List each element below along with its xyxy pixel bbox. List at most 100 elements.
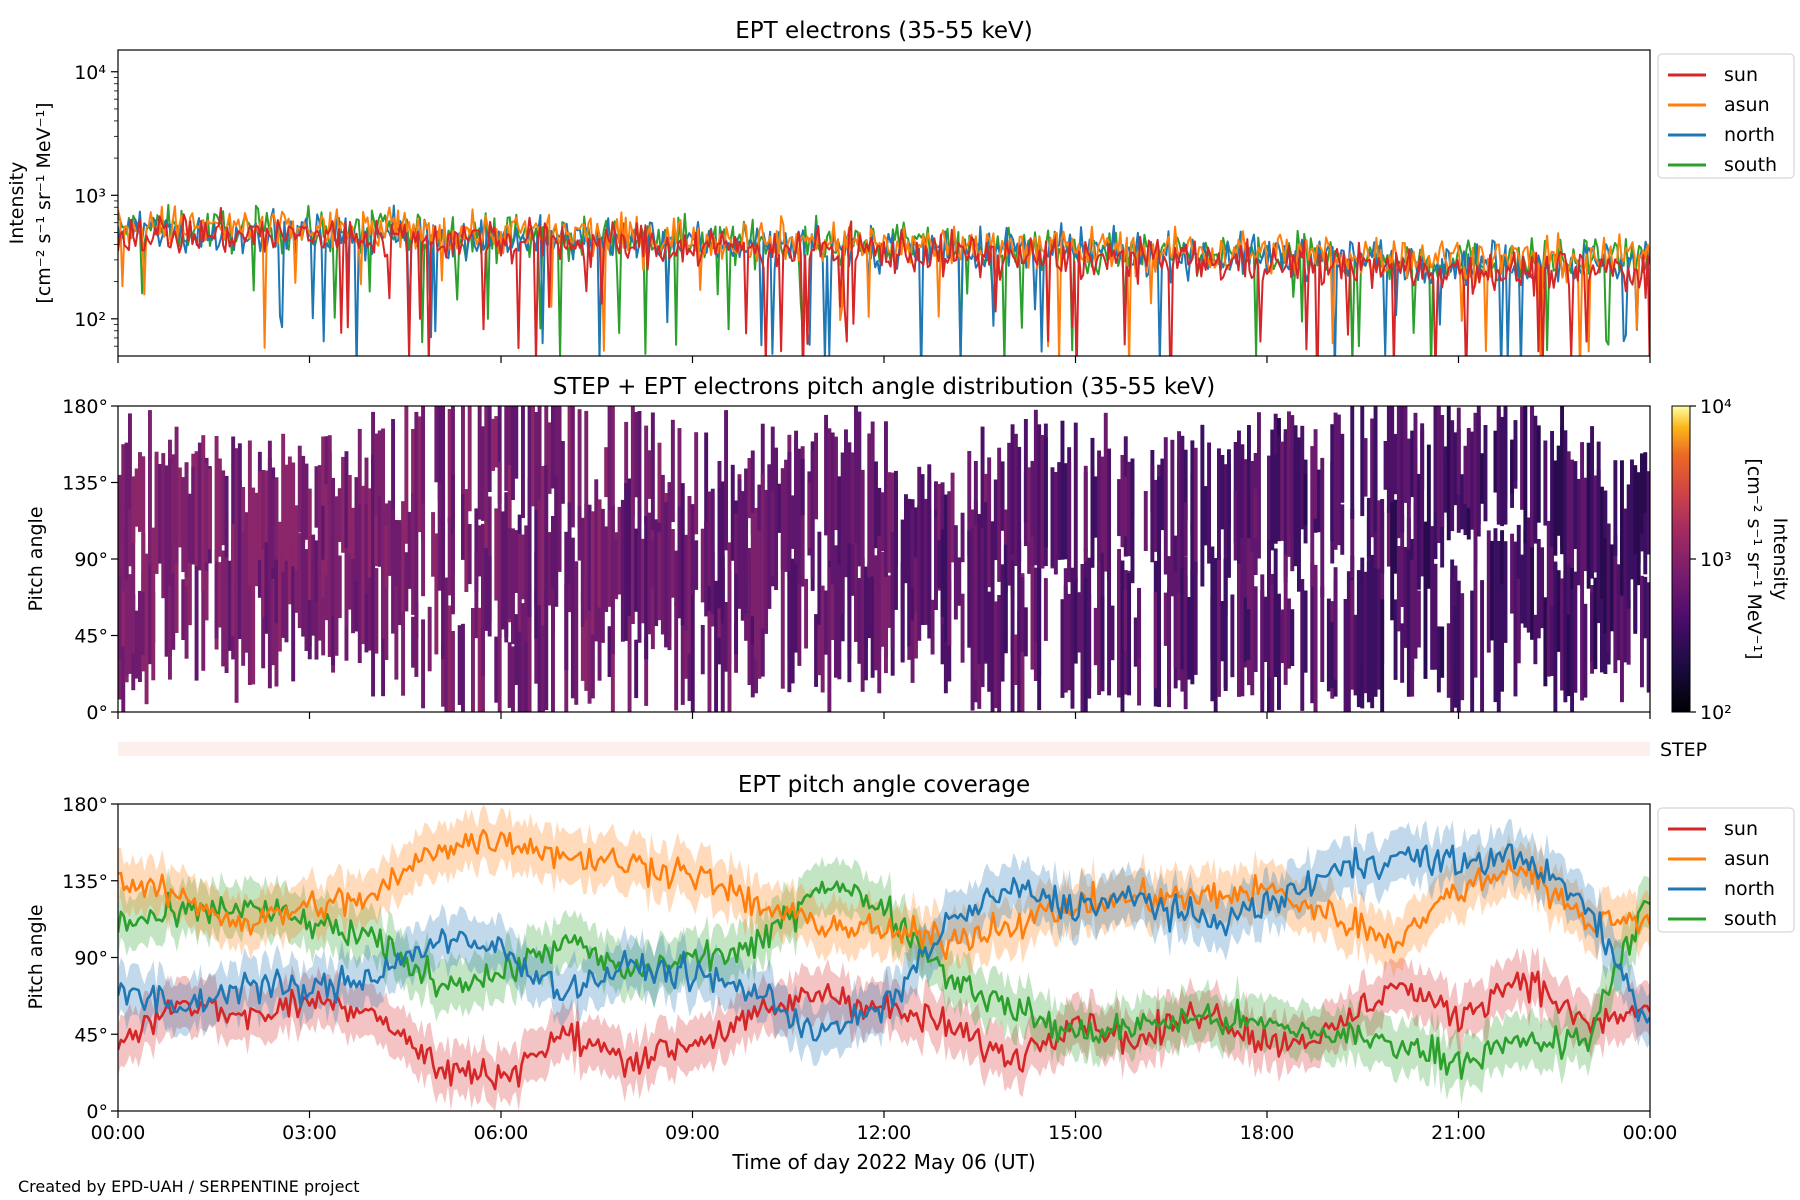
- heatmap-cell: [471, 608, 475, 712]
- heatmap-cell: [274, 578, 279, 687]
- heatmap-cell: [1430, 526, 1435, 670]
- asun-coverage-line: [118, 828, 1650, 961]
- heatmap-cell: [1526, 517, 1531, 633]
- heatmap-cell: [1613, 460, 1618, 556]
- heatmap-cell: [1646, 582, 1650, 693]
- heatmap-cell: [1460, 474, 1465, 530]
- heatmap-cell: [1313, 429, 1318, 519]
- heatmap-cell: [787, 538, 792, 693]
- heatmap-cell: [467, 524, 472, 585]
- heatmap-cell: [1097, 450, 1102, 562]
- heatmap-cell: [1333, 567, 1338, 680]
- heatmap-cell: [747, 548, 752, 685]
- heatmap-cell: [943, 494, 948, 642]
- heatmap-cell: [580, 517, 585, 603]
- heatmap-cell: [394, 554, 399, 680]
- heatmap-cell: [1097, 561, 1102, 695]
- heatmap-cell: [1317, 469, 1321, 533]
- heatmap-cell: [1183, 449, 1188, 521]
- legend-frame: [1657, 807, 1795, 933]
- panel2-heatmap: [118, 406, 1650, 712]
- panel1-title: EPT electrons (35-55 keV): [735, 18, 1032, 44]
- heatmap-cell: [1393, 499, 1398, 574]
- heatmap-cell: [1446, 406, 1451, 541]
- north-coverage-line: [118, 843, 1650, 1042]
- heatmap-cell: [321, 505, 326, 560]
- heatmap-cell: [797, 526, 802, 666]
- heatmap-cell: [1530, 406, 1535, 548]
- heatmap-cell: [1090, 437, 1095, 568]
- heatmap-cell: [704, 432, 709, 545]
- heatmap-cell: [1593, 475, 1598, 573]
- heatmap-cell: [1416, 473, 1421, 590]
- heatmap-cell: [1366, 561, 1371, 703]
- heatmap-cell: [1473, 542, 1478, 678]
- heatmap-cell: [344, 548, 349, 628]
- heatmap-cell: [427, 606, 432, 672]
- heatmap-cell: [491, 418, 495, 471]
- heatmap-cell: [1240, 444, 1245, 543]
- heatmap-cell: [541, 573, 545, 712]
- panel-pitch-distribution: STEP + EPT electrons pitch angle distrib…: [25, 374, 1791, 724]
- heatmap-cell: [174, 426, 179, 564]
- heatmap-cell: [1520, 406, 1525, 510]
- heatmap-cell: [957, 557, 962, 606]
- heatmap-cell: [770, 491, 775, 577]
- heatmap-cell: [221, 555, 226, 626]
- heatmap-cell: [1293, 449, 1298, 535]
- heatmap-cell: [887, 472, 892, 573]
- heatmap-cell: [1133, 617, 1138, 667]
- heatmap-cell: [304, 463, 309, 540]
- heatmap-cell: [224, 511, 229, 668]
- legend-label-south: south: [1724, 908, 1777, 930]
- heatmap-cell: [441, 498, 446, 660]
- heatmap-cell: [1453, 606, 1458, 708]
- heatmap-cell: [690, 572, 695, 712]
- asun-coverage-band: [118, 804, 1650, 985]
- y-tick-label: 180°: [62, 396, 108, 418]
- heatmap-cell: [1580, 554, 1585, 701]
- heatmap-cell: [973, 526, 978, 680]
- heatmap-cell: [557, 406, 562, 523]
- heatmap-cell: [750, 512, 755, 617]
- heatmap-cell: [317, 557, 322, 641]
- heatmap-cell: [1330, 621, 1335, 689]
- heatmap-cell: [1163, 592, 1168, 646]
- heatmap-cell: [1040, 435, 1045, 569]
- heatmap-cell: [1586, 442, 1591, 589]
- heatmap-cell: [1187, 597, 1192, 680]
- heatmap-cell: [1223, 464, 1228, 616]
- heatmap-cell: [321, 545, 326, 656]
- heatmap-cell: [794, 430, 799, 564]
- heatmap-cell: [274, 477, 279, 560]
- heatmap-cell: [844, 521, 848, 578]
- heatmap-cell: [1250, 551, 1255, 696]
- heatmap-cell: [1393, 599, 1398, 680]
- heatmap-cell: [401, 501, 406, 612]
- heatmap-cell: [401, 566, 406, 696]
- heatmap-cell: [1566, 614, 1571, 697]
- heatmap-cell: [1257, 412, 1261, 559]
- heatmap-cell: [597, 499, 602, 608]
- heatmap-cell: [594, 479, 599, 642]
- heatmap-cell: [1260, 574, 1265, 691]
- heatmap-cell: [181, 579, 186, 640]
- heatmap-cell: [447, 605, 452, 712]
- heatmap-cell: [1270, 429, 1275, 551]
- heatmap-cell: [680, 483, 685, 626]
- heatmap-cell: [347, 475, 352, 554]
- heatmap-cell: [724, 410, 729, 551]
- heatmap-cell: [271, 579, 276, 666]
- heatmap-cell: [1380, 499, 1385, 574]
- heatmap-cell: [544, 590, 549, 711]
- heatmap-cell: [1503, 406, 1508, 525]
- heatmap-cell: [1643, 576, 1648, 639]
- heatmap-cell: [1573, 571, 1578, 693]
- heatmap-cell: [1640, 453, 1644, 534]
- heatmap-cell: [264, 470, 269, 568]
- x-tick-label: 18:00: [1240, 1122, 1295, 1144]
- heatmap-cell: [757, 530, 762, 679]
- heatmap-cell: [1440, 626, 1445, 678]
- heatmap-cell: [734, 513, 739, 574]
- heatmap-cell: [314, 560, 319, 660]
